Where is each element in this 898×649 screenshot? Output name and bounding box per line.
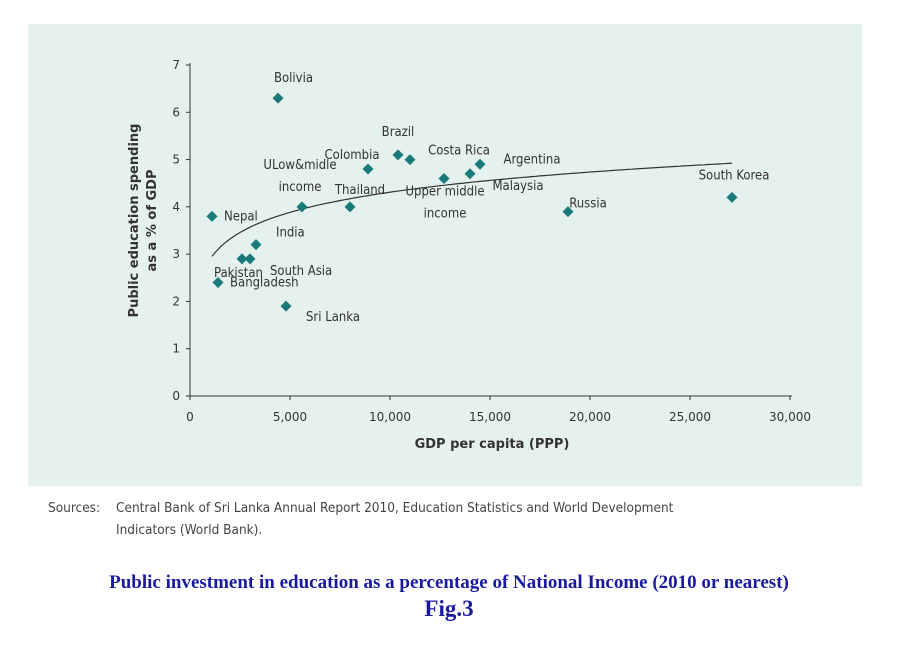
data-point-marker	[344, 201, 356, 213]
data-point-label: South Korea	[699, 168, 770, 183]
data-point-label: ULow&midle income	[263, 158, 336, 195]
data-point-label: Bolivia	[274, 71, 313, 86]
data-point-label: Malaysia	[492, 179, 543, 194]
data-point-label: Nepal	[224, 209, 258, 224]
data-point-label-line: income	[424, 207, 467, 222]
source-label: Sources:	[48, 500, 101, 516]
data-point-marker	[250, 239, 262, 251]
x-tick-label: 25,000	[669, 410, 711, 424]
source-text: Central Bank of Sri Lanka Annual Report …	[116, 500, 674, 538]
data-point-label: Bangladesh	[230, 276, 299, 291]
data-point-label-line: Upper middle	[405, 185, 484, 200]
data-point-marker	[438, 172, 450, 184]
y-tick-label: 0	[172, 389, 180, 403]
data-point-marker	[206, 210, 218, 222]
figure-panel: 0 1 2 3 4 5 6 7 0 5,000 10,000 15,000 20,000 25,000 30…	[28, 24, 862, 486]
y-tick-label: 4	[172, 200, 180, 214]
y-axis-title-line2: as a % of GDP	[145, 170, 160, 272]
y-tick-label: 2	[172, 294, 180, 308]
data-point-label-line: income	[279, 180, 322, 195]
data-point-marker	[272, 92, 284, 104]
data-point-marker	[562, 206, 574, 218]
data-point-marker	[244, 253, 256, 265]
y-tick-label: 5	[172, 153, 180, 167]
y-tick-label: 6	[172, 105, 180, 119]
data-point-label: Sri Lanka	[306, 310, 360, 325]
data-point-marker	[474, 158, 486, 170]
data-point-label-line: ULow&midle	[263, 158, 336, 173]
data-point-label: Argentina	[503, 152, 560, 167]
data-point-marker	[726, 191, 738, 203]
x-tick-label: 30,000	[769, 410, 811, 424]
x-tick-label: 20,000	[569, 410, 611, 424]
data-point-marker	[280, 300, 292, 312]
data-point-label: Costa Rica	[428, 143, 490, 158]
caption-figure-number: Fig.3	[424, 596, 474, 621]
x-tick-label: 10,000	[369, 410, 411, 424]
y-axis-title: Public education spending	[127, 124, 142, 318]
data-point-label: Pakistan	[214, 266, 263, 281]
data-point-marker	[464, 168, 476, 180]
data-point-label: India	[276, 226, 305, 241]
trendline	[211, 162, 733, 257]
data-point-label: Colombia	[325, 148, 380, 163]
data-point-marker	[212, 277, 224, 289]
caption-title: Public investment in education as a perc…	[109, 572, 789, 593]
y-tick-label: 7	[172, 58, 180, 72]
data-point-label: Thailand	[334, 183, 385, 198]
data-point-label: Brazil	[382, 125, 415, 140]
data-point-label: Russia	[569, 197, 607, 212]
x-axis-title: GDP per capita (PPP)	[415, 437, 570, 452]
data-point-marker	[392, 149, 404, 161]
data-point-marker	[362, 163, 374, 175]
data-point-label: South Asia	[270, 264, 332, 279]
y-tick-label: 1	[172, 342, 180, 356]
y-tick-label: 3	[172, 247, 180, 261]
x-tick-label: 0	[186, 410, 194, 424]
scatter-chart: 0 1 2 3 4 5 6 7 0 5,000 10,000 15,000 20,000 25,000 30…	[127, 58, 811, 452]
x-tick-label: 5,000	[273, 410, 307, 424]
data-point-marker	[296, 201, 308, 213]
data-point-marker	[404, 154, 416, 166]
data-point-marker	[236, 253, 248, 265]
data-point-label: Upper middle income	[405, 185, 484, 222]
x-tick-label: 15,000	[469, 410, 511, 424]
